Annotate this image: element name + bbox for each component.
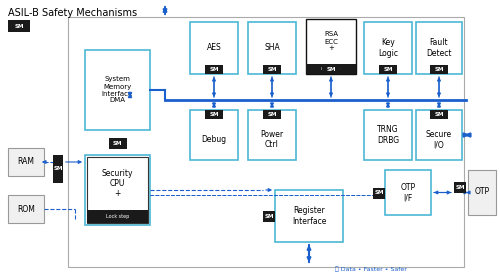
Bar: [306, 64, 356, 74]
Bar: [8, 148, 44, 176]
Bar: [385, 170, 431, 215]
Bar: [430, 110, 448, 119]
Bar: [379, 65, 397, 74]
Bar: [263, 211, 275, 222]
Bar: [190, 110, 238, 160]
Text: Power
Ctrl: Power Ctrl: [260, 130, 283, 149]
Bar: [8, 20, 30, 32]
Bar: [248, 110, 296, 160]
Text: AES: AES: [206, 43, 222, 53]
Text: SM: SM: [267, 67, 277, 72]
Text: SM: SM: [264, 214, 274, 219]
Text: Security
CPU
+: Security CPU +: [102, 168, 133, 198]
Text: Key
Logic: Key Logic: [378, 38, 398, 58]
Text: RAM: RAM: [18, 158, 34, 167]
Bar: [275, 190, 343, 242]
Text: SM: SM: [434, 112, 444, 117]
Text: SM: SM: [384, 67, 393, 72]
Bar: [85, 155, 150, 225]
Bar: [85, 50, 150, 130]
Bar: [322, 65, 340, 74]
Text: SM: SM: [209, 112, 219, 117]
Text: SM: SM: [209, 67, 219, 72]
Text: OTP
I/F: OTP I/F: [400, 183, 415, 202]
Text: Secure
I/O: Secure I/O: [426, 130, 452, 149]
Bar: [373, 187, 385, 198]
Text: SHA: SHA: [264, 43, 280, 53]
Bar: [108, 138, 126, 149]
Text: SM: SM: [434, 67, 444, 72]
Bar: [53, 155, 63, 183]
Text: TRNG
DRBG: TRNG DRBG: [377, 125, 399, 145]
Bar: [430, 65, 448, 74]
Bar: [306, 19, 356, 74]
Bar: [454, 182, 466, 193]
Text: Lock step: Lock step: [106, 214, 129, 219]
Text: SM: SM: [53, 167, 63, 172]
Text: SM: SM: [326, 67, 336, 72]
Bar: [205, 110, 223, 119]
Bar: [364, 22, 412, 74]
Bar: [248, 22, 296, 74]
Bar: [68, 17, 464, 267]
Text: Register
Interface: Register Interface: [292, 206, 326, 226]
Bar: [190, 22, 238, 74]
Bar: [87, 210, 148, 223]
Bar: [263, 110, 281, 119]
Text: System
Memory
Interface
DMA: System Memory Interface DMA: [102, 76, 133, 103]
Text: SM: SM: [455, 185, 465, 190]
Text: Lock step: Lock step: [322, 67, 340, 71]
Text: OTP: OTP: [474, 187, 490, 197]
Bar: [364, 110, 412, 160]
Bar: [416, 22, 462, 74]
Bar: [468, 170, 496, 215]
Text: SM: SM: [267, 112, 277, 117]
Text: SM: SM: [374, 190, 384, 195]
Bar: [263, 65, 281, 74]
Text: RSA
ECC
+: RSA ECC +: [324, 31, 338, 51]
Bar: [416, 110, 462, 160]
Bar: [87, 157, 148, 223]
Text: SM: SM: [14, 24, 24, 29]
Bar: [205, 65, 223, 74]
Text: Fault
Detect: Fault Detect: [426, 38, 452, 58]
Text: ROM: ROM: [17, 205, 35, 214]
Bar: [8, 195, 44, 223]
Text: ⓘ Data • Faster • Safer: ⓘ Data • Faster • Safer: [335, 266, 407, 272]
Text: Debug: Debug: [202, 135, 226, 144]
Text: ASIL-B Safety Mechanisms: ASIL-B Safety Mechanisms: [8, 8, 137, 18]
Text: SM: SM: [113, 141, 122, 146]
